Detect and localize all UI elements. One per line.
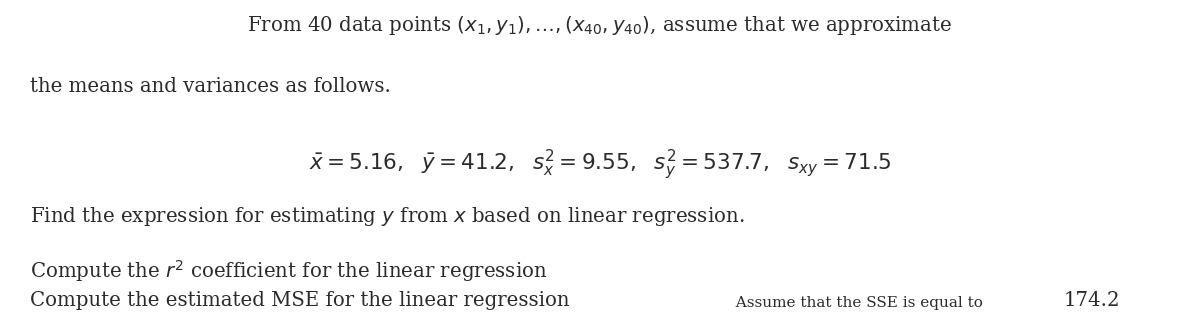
Text: Find the expression for estimating $y$ from $x$ based on linear regression.: Find the expression for estimating $y$ f…: [30, 205, 744, 229]
Text: $\bar{x} = 5.16,\ \ \bar{y} = 41.2,\ \ s_x^2 = 9.55,\ \ s_y^2 = 537.7,\ \ s_{xy}: $\bar{x} = 5.16,\ \ \bar{y} = 41.2,\ \ s…: [308, 148, 892, 182]
Text: From 40 data points $(x_1, y_1), \ldots, (x_{40}, y_{40})$, assume that we appro: From 40 data points $(x_1, y_1), \ldots,…: [247, 14, 953, 38]
Text: 174.2: 174.2: [1064, 291, 1121, 310]
Text: the means and variances as follows.: the means and variances as follows.: [30, 77, 391, 96]
Text: Assume that the SSE is equal to: Assume that the SSE is equal to: [726, 296, 988, 310]
Text: Compute the estimated MSE for the linear regression: Compute the estimated MSE for the linear…: [30, 291, 570, 310]
Text: Compute the $r^2$ coefficient for the linear regression: Compute the $r^2$ coefficient for the li…: [30, 258, 547, 284]
